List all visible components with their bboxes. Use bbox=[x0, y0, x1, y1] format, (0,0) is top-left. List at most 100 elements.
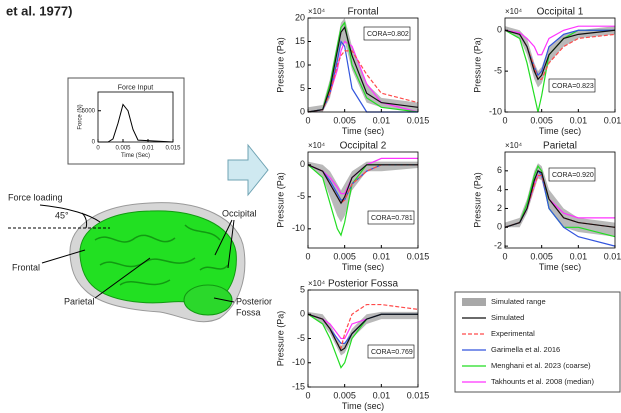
fossa-label: Fossa bbox=[236, 307, 261, 317]
y-tick-label: 4 bbox=[497, 184, 502, 194]
y-tick-label: 5000 bbox=[82, 108, 96, 114]
x-tick-label: 0 bbox=[305, 390, 310, 400]
series-line bbox=[98, 103, 174, 143]
chart-title: Parietal bbox=[543, 140, 577, 151]
y-tick-label: -5 bbox=[297, 333, 305, 343]
cora-box bbox=[367, 210, 415, 225]
x-axis-label: Time (sec) bbox=[539, 262, 581, 272]
x-tick-label: 0 bbox=[502, 251, 507, 261]
x-tick-label: 0.01 bbox=[373, 251, 391, 261]
chart-title: Occipital 2 bbox=[340, 140, 387, 151]
series-line bbox=[307, 26, 419, 113]
legend-label: Takhounts et al. 2008 (median) bbox=[491, 377, 594, 386]
y-tick-label: 0 bbox=[300, 106, 305, 116]
legend-frame bbox=[454, 291, 621, 393]
x-axis-label: Time (Sec) bbox=[121, 153, 150, 159]
force-loading-label: Force loading bbox=[8, 192, 63, 202]
y-tick-label: -10 bbox=[489, 106, 502, 116]
y-multiplier: ×10⁴ bbox=[308, 141, 326, 150]
legend-label: Simulated range bbox=[491, 297, 546, 306]
simulated-range bbox=[308, 161, 418, 223]
x-tick-label: 0.015 bbox=[407, 390, 430, 400]
x-axis-label: Time (sec) bbox=[342, 262, 384, 272]
series-line bbox=[307, 164, 418, 205]
y-tick-label: 2 bbox=[497, 203, 502, 213]
force-arrow bbox=[39, 204, 101, 223]
frontal-pointer bbox=[41, 249, 86, 264]
frontal-label: Frontal bbox=[12, 262, 40, 272]
x-tick-label: 0.015 bbox=[165, 146, 181, 152]
x-tick-label: 0.01 bbox=[373, 115, 391, 125]
legend-label: Experimental bbox=[491, 329, 535, 338]
occipital-pointer bbox=[227, 219, 235, 269]
cora-box bbox=[548, 167, 596, 182]
angle-label: 45° bbox=[55, 210, 69, 220]
y-tick-label: -10 bbox=[292, 357, 305, 367]
series-line bbox=[504, 164, 616, 238]
parietal-label: Parietal bbox=[64, 296, 95, 306]
series-line bbox=[307, 157, 418, 195]
y-multiplier: ×10⁴ bbox=[505, 141, 523, 150]
parietal-pointer bbox=[94, 257, 151, 299]
x-tick-label: 0.01 bbox=[570, 115, 588, 125]
y-axis-label: Force (N) bbox=[78, 104, 84, 129]
legend-label: Menghani et al. 2023 (coarse) bbox=[491, 361, 591, 370]
cora-label: CORA=0.920 bbox=[552, 172, 594, 179]
series-line bbox=[307, 164, 418, 205]
x-tick-label: 0.005 bbox=[530, 251, 553, 261]
legend-patch bbox=[462, 298, 486, 306]
y-axis-label: Pressure (Pa) bbox=[275, 311, 285, 367]
y-multiplier: ×10⁴ bbox=[308, 279, 326, 288]
x-tick-label: 0 bbox=[305, 115, 310, 125]
axes-frame bbox=[307, 151, 419, 249]
series-line bbox=[504, 169, 616, 228]
y-axis-label: Pressure (Pa) bbox=[275, 172, 285, 228]
x-tick-label: 0.015 bbox=[604, 251, 621, 261]
cora-box bbox=[363, 26, 411, 41]
cora-label: CORA=0.802 bbox=[367, 31, 409, 38]
x-tick-label: 0.005 bbox=[530, 115, 553, 125]
fossa-label: Posterior bbox=[236, 296, 272, 306]
y-tick-label: 20 bbox=[295, 12, 305, 22]
y-tick-label: -15 bbox=[292, 381, 305, 391]
series-line bbox=[504, 29, 615, 113]
y-tick-label: 5 bbox=[300, 83, 305, 93]
y-tick-label: 0 bbox=[92, 140, 96, 146]
x-tick-label: 0.01 bbox=[570, 251, 588, 261]
x-tick-label: 0.01 bbox=[142, 146, 154, 152]
x-tick-label: 0 bbox=[305, 251, 310, 261]
flow-arrow bbox=[227, 143, 269, 197]
brain-diagram: Force loading 45° Frontal Parietal Occip… bbox=[8, 192, 272, 323]
cora-box bbox=[548, 78, 596, 93]
series-line bbox=[504, 174, 616, 228]
x-tick-label: 0.015 bbox=[604, 115, 621, 125]
y-tick-label: 0 bbox=[497, 222, 502, 232]
chart-title: Frontal bbox=[347, 6, 378, 17]
x-axis-label: Time (sec) bbox=[342, 126, 384, 136]
cora-label: CORA=0.781 bbox=[371, 215, 413, 222]
fossa-pointer bbox=[213, 297, 235, 303]
x-tick-label: 0.005 bbox=[333, 251, 356, 261]
x-tick-label: 0.01 bbox=[373, 390, 391, 400]
axes-frame bbox=[97, 91, 174, 143]
series-line bbox=[504, 29, 616, 80]
series-line bbox=[504, 25, 615, 56]
x-tick-label: 0.005 bbox=[333, 115, 356, 125]
series-line bbox=[307, 313, 418, 352]
y-tick-label: 15 bbox=[295, 36, 305, 46]
y-axis-label: Pressure (Pa) bbox=[275, 37, 285, 93]
series-line bbox=[504, 29, 616, 81]
cora-box bbox=[367, 344, 415, 359]
x-tick-label: 0 bbox=[502, 115, 507, 125]
legend-label: Simulated bbox=[491, 313, 524, 322]
x-tick-label: 0.015 bbox=[407, 251, 430, 261]
legend-label: Garimella et al. 2016 bbox=[491, 345, 560, 354]
series-line bbox=[307, 21, 419, 113]
y-multiplier: ×10⁴ bbox=[505, 7, 523, 16]
x-tick-label: 0.005 bbox=[333, 390, 356, 400]
y-multiplier: ×10⁴ bbox=[308, 7, 326, 16]
cerebellum bbox=[183, 284, 233, 316]
y-tick-label: 5 bbox=[300, 284, 305, 294]
